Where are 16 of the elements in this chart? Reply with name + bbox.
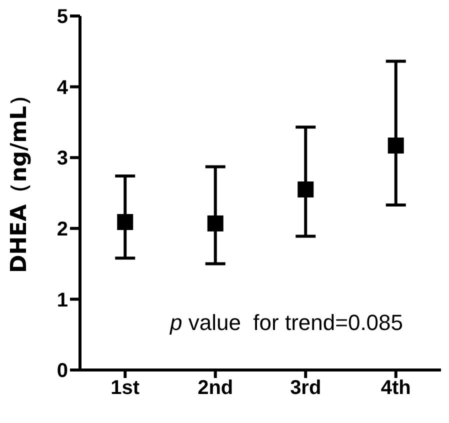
y-tick-label: 0 (56, 360, 68, 382)
y-tick-label: 1 (56, 289, 68, 312)
point (207, 215, 224, 232)
x-tick-label: 1st (110, 377, 140, 400)
point (117, 214, 134, 230)
y-axis-title: DHEA（ng/mL） (6, 84, 32, 273)
y-tick-label: 2 (56, 218, 68, 240)
x-tick-label: 2nd (198, 377, 234, 400)
x-tick-label: 4th (380, 377, 411, 400)
point (388, 138, 404, 154)
annotation: p value for trend=0.085 (170, 310, 404, 335)
point (298, 181, 314, 198)
y-tick-label: 5 (56, 6, 68, 28)
y-tick-label: 3 (56, 148, 68, 170)
y-tick-label: 4 (56, 76, 69, 99)
x-tick-label: 3rd (290, 377, 322, 400)
